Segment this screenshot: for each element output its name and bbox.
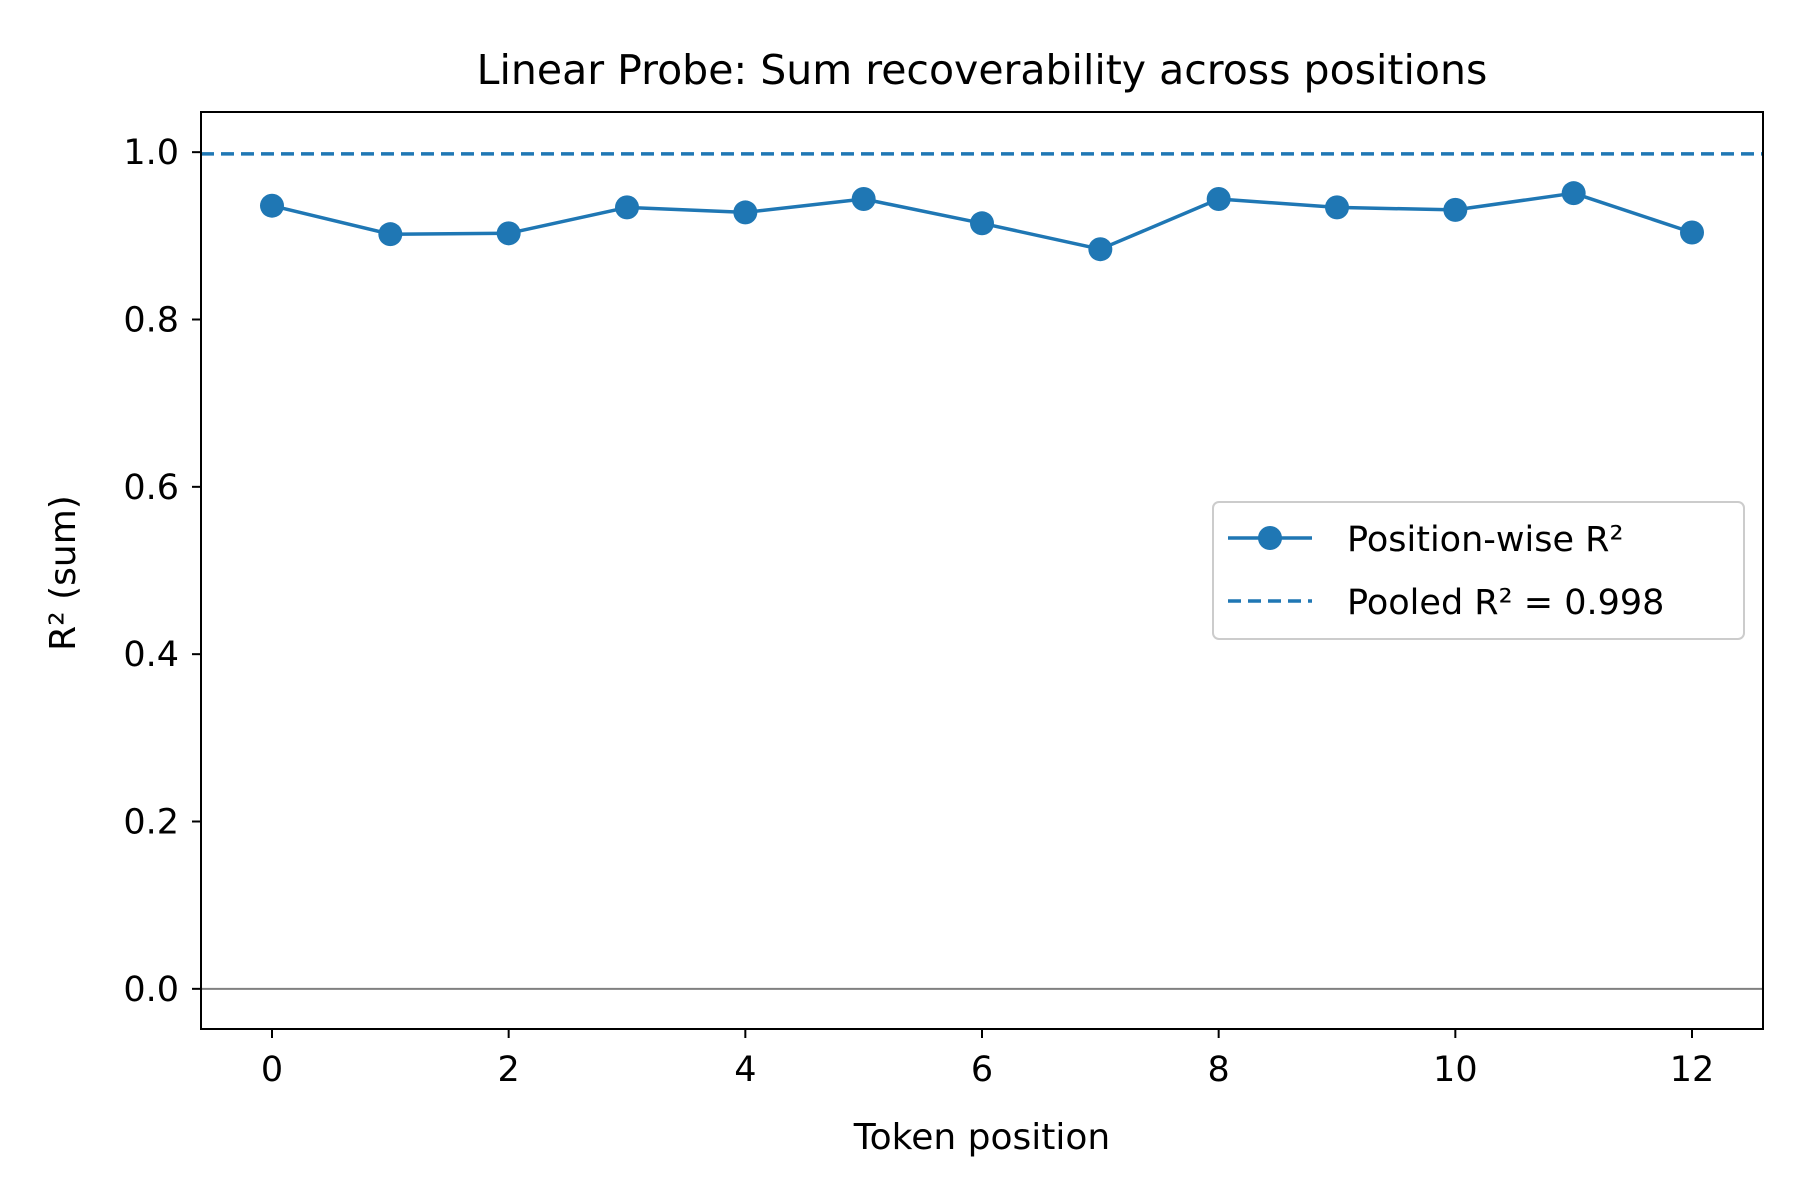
y-tick-label: 0.6 [123, 468, 179, 508]
x-axis-label: Token position [853, 1117, 1110, 1158]
y-axis-label: R² (sum) [43, 495, 84, 651]
x-tick-label: 10 [1433, 1050, 1478, 1090]
legend: Position-wise R² Pooled R² = 0.998 [1212, 501, 1745, 640]
y-tick-label: 1.0 [123, 133, 179, 173]
chart-title: Linear Probe: Sum recoverability across … [477, 46, 1488, 94]
legend-marker-swatch [1258, 526, 1282, 550]
data-point-marker [970, 211, 994, 236]
data-point-marker [1680, 220, 1704, 245]
data-point-marker [496, 221, 521, 246]
data-point-marker [378, 222, 403, 247]
x-tick-label: 4 [734, 1050, 756, 1090]
y-tick-label: 0.0 [123, 970, 179, 1010]
data-point-marker [1561, 181, 1586, 206]
x-tick-label: 8 [1208, 1050, 1230, 1090]
y-axis-ticks: 0.0 0.2 0.4 0.6 0.8 1.0 [123, 133, 201, 1010]
data-point-marker [260, 193, 284, 218]
x-tick-label: 0 [261, 1050, 283, 1090]
x-tick-label: 12 [1670, 1050, 1715, 1090]
y-tick-label: 0.4 [123, 635, 179, 675]
x-tick-label: 2 [498, 1050, 520, 1090]
data-point-marker [615, 195, 639, 220]
data-point-marker [1206, 187, 1231, 212]
x-axis-ticks: 0 2 4 6 8 10 12 [261, 1029, 1714, 1090]
position-wise-r2-markers [260, 181, 1704, 262]
data-point-marker [851, 187, 876, 212]
x-tick-label: 6 [971, 1050, 993, 1090]
y-tick-label: 0.8 [123, 300, 179, 340]
data-point-marker [733, 200, 758, 225]
data-point-marker [1088, 237, 1113, 262]
legend-box [1212, 501, 1745, 640]
data-point-marker [1325, 195, 1349, 220]
data-point-marker [1443, 197, 1468, 222]
legend-label-pooled: Pooled R² = 0.998 [1347, 583, 1664, 623]
legend-label-position-wise: Position-wise R² [1347, 520, 1624, 560]
y-tick-label: 0.2 [123, 803, 179, 843]
